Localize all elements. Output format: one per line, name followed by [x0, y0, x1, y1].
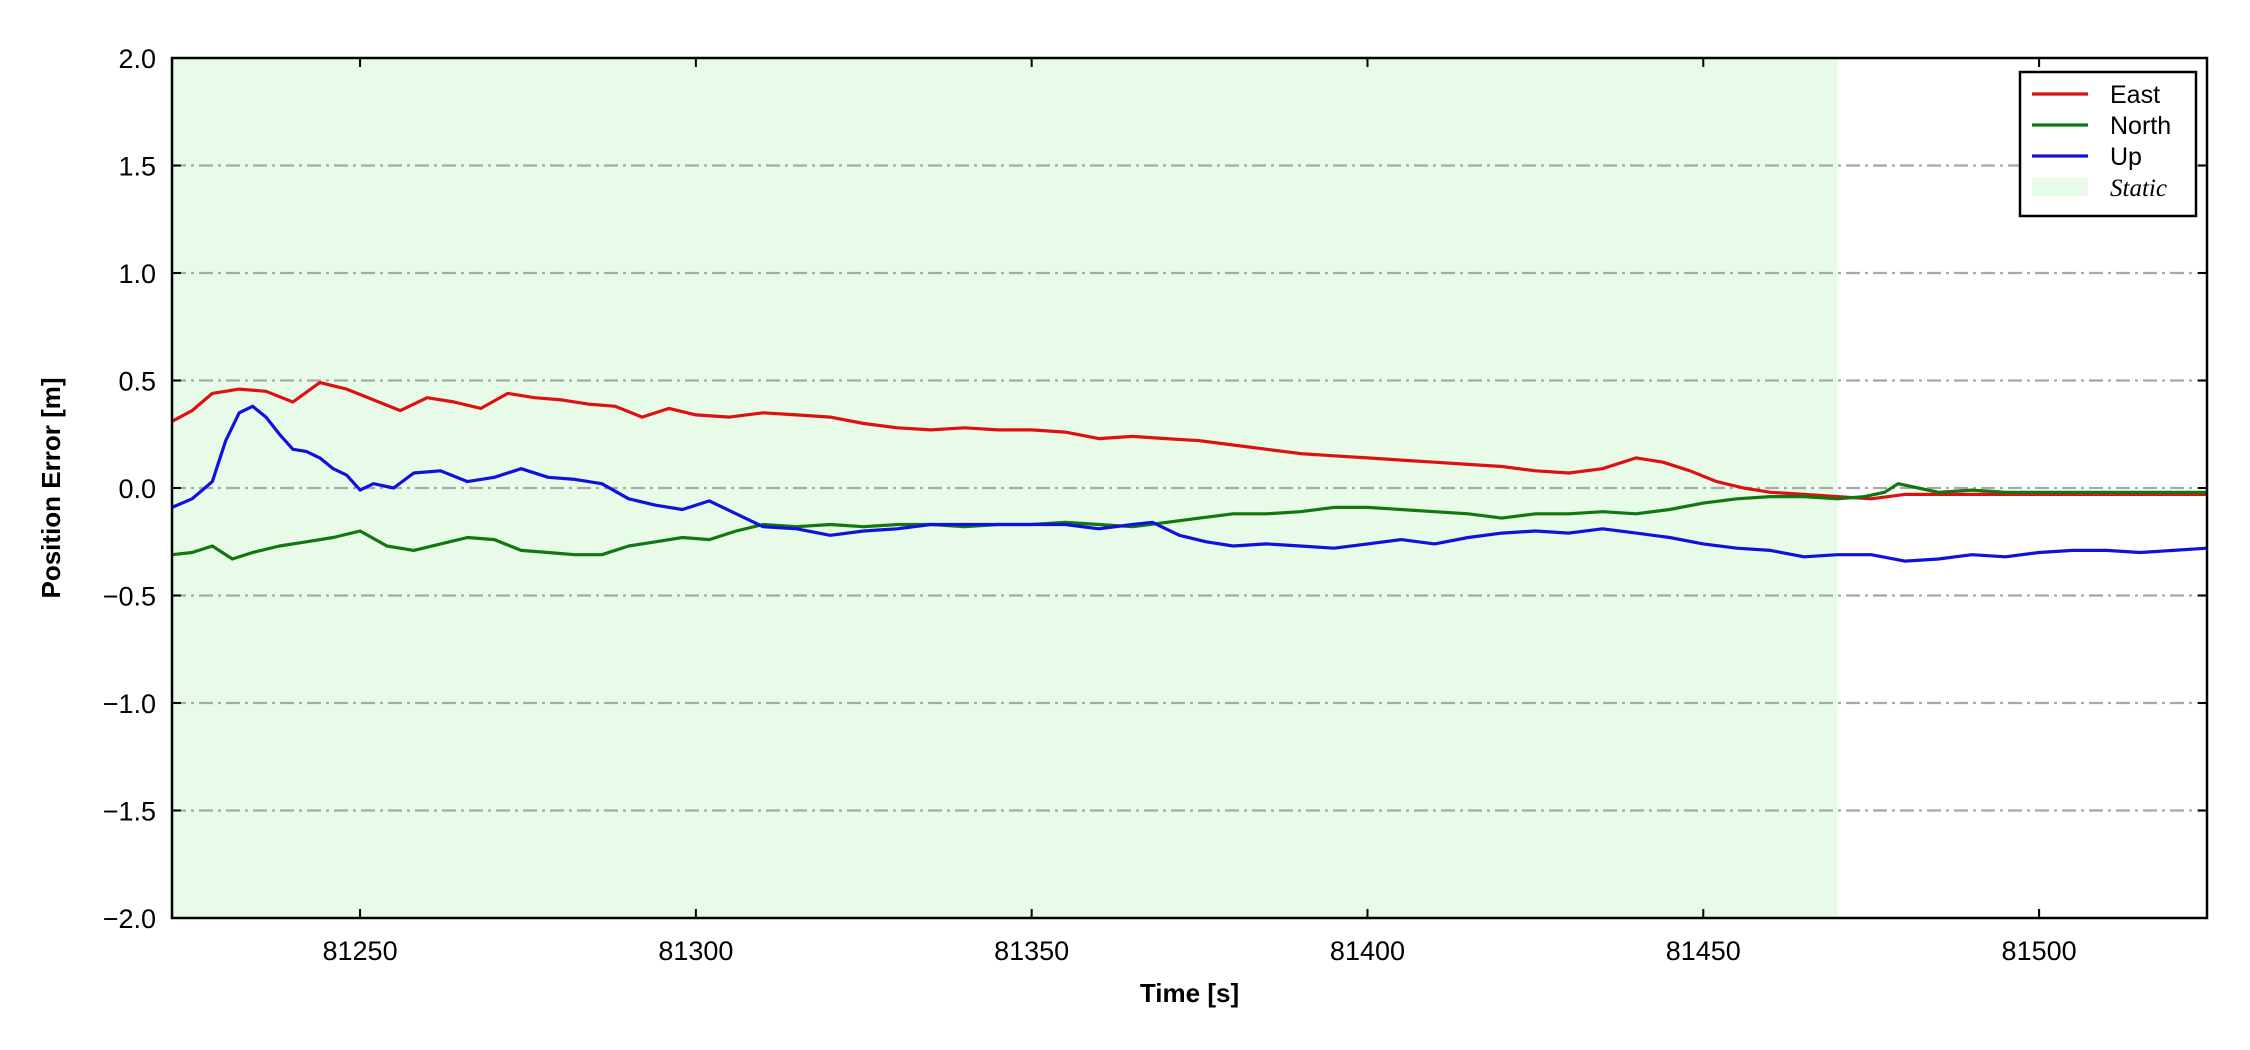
y-tick-label: 0.0	[118, 474, 156, 504]
grid-lines	[172, 164, 2207, 812]
x-axis-label: Time [s]	[1140, 978, 1239, 1008]
legend-label-up: Up	[2110, 143, 2142, 171]
legend-label-north: North	[2110, 112, 2171, 140]
series-line-north	[171, 482, 2207, 561]
x-tick-label: 81450	[1666, 936, 1741, 966]
series-line-east	[171, 381, 2207, 501]
series-line-up	[171, 404, 2208, 563]
y-tick-label: 0.5	[118, 367, 156, 397]
y-ticks: 2.0 1.5 1.0 0.5 0.0 −0.5 −1.0 −1.5 −2.0	[103, 44, 2207, 934]
x-tick-label: 81250	[323, 936, 398, 966]
y-tick-label: −0.5	[103, 582, 156, 612]
x-tick-label: 81500	[2002, 936, 2077, 966]
legend-label-east: East	[2110, 81, 2160, 109]
y-axis-label: Position Error [m]	[36, 377, 66, 598]
y-tick-label: 1.5	[118, 152, 156, 182]
x-tick-label: 81300	[658, 936, 733, 966]
legend-swatch-static	[2032, 178, 2088, 196]
x-tick-label: 81400	[1330, 936, 1405, 966]
y-tick-label: 2.0	[118, 44, 156, 74]
x-ticks: 81250 81300 81350 81400 81450 81500	[323, 58, 2077, 966]
series-lines	[171, 381, 2208, 563]
y-tick-label: −1.5	[103, 797, 156, 827]
legend-label-static: Static	[2110, 175, 2167, 202]
y-tick-label: 1.0	[118, 259, 156, 289]
x-tick-label: 81350	[994, 936, 1069, 966]
y-tick-label: −1.0	[103, 689, 156, 719]
legend: East North Up Static	[2018, 70, 2198, 218]
y-tick-label: −2.0	[103, 904, 156, 934]
